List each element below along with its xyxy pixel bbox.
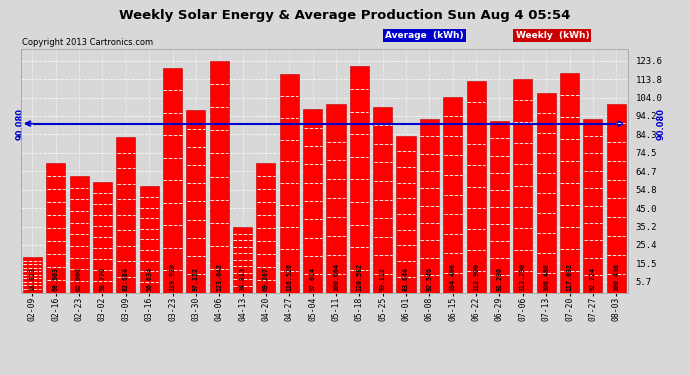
Bar bbox=[139, 186, 159, 292]
Text: 120.582: 120.582 bbox=[356, 262, 362, 291]
Text: 97.614: 97.614 bbox=[310, 267, 315, 291]
Bar bbox=[350, 66, 369, 292]
Text: 99.112: 99.112 bbox=[380, 267, 386, 291]
Text: 116.526: 116.526 bbox=[286, 262, 293, 291]
Text: 62.060: 62.060 bbox=[76, 267, 82, 291]
Text: 90.080: 90.080 bbox=[657, 108, 666, 140]
Bar bbox=[257, 163, 275, 292]
Bar bbox=[210, 61, 229, 292]
Text: 113.790: 113.790 bbox=[520, 262, 526, 291]
Text: Weekly Solar Energy & Average Production Sun Aug 4 05:54: Weekly Solar Energy & Average Production… bbox=[119, 9, 571, 22]
Text: 34.813: 34.813 bbox=[239, 267, 246, 291]
Bar bbox=[116, 138, 135, 292]
Bar bbox=[490, 122, 509, 292]
Text: 123.642: 123.642 bbox=[216, 262, 222, 291]
Text: 100.664: 100.664 bbox=[333, 262, 339, 291]
Text: 58.770: 58.770 bbox=[99, 267, 106, 291]
Text: 104.406: 104.406 bbox=[450, 262, 456, 291]
Text: 68.903: 68.903 bbox=[52, 267, 59, 291]
Bar bbox=[420, 119, 439, 292]
Bar bbox=[583, 118, 602, 292]
Text: 92.724: 92.724 bbox=[590, 267, 596, 291]
Text: 69.207: 69.207 bbox=[263, 267, 269, 291]
Bar bbox=[163, 68, 182, 292]
Text: 119.920: 119.920 bbox=[170, 262, 175, 291]
Text: 56.634: 56.634 bbox=[146, 267, 152, 291]
Text: 90.080: 90.080 bbox=[16, 108, 25, 140]
Bar bbox=[397, 136, 415, 292]
Bar bbox=[373, 106, 392, 292]
Text: 106.468: 106.468 bbox=[543, 262, 549, 291]
Bar bbox=[23, 257, 42, 292]
Bar bbox=[326, 104, 346, 292]
Bar bbox=[513, 79, 533, 292]
Bar bbox=[233, 227, 252, 292]
Bar bbox=[560, 73, 579, 292]
Text: 83.644: 83.644 bbox=[403, 267, 409, 291]
Bar bbox=[46, 163, 66, 292]
Text: 18.813: 18.813 bbox=[30, 267, 35, 291]
Text: 82.684: 82.684 bbox=[123, 267, 129, 291]
Bar bbox=[70, 176, 88, 292]
Bar bbox=[466, 81, 486, 292]
Bar bbox=[537, 93, 555, 292]
Bar bbox=[303, 110, 322, 292]
Text: 92.546: 92.546 bbox=[426, 267, 433, 291]
Bar bbox=[607, 104, 626, 292]
Text: 100.436: 100.436 bbox=[613, 262, 619, 291]
Bar bbox=[186, 110, 206, 292]
Bar bbox=[279, 74, 299, 292]
Text: 97.132: 97.132 bbox=[193, 267, 199, 291]
Text: 91.290: 91.290 bbox=[496, 267, 502, 291]
Bar bbox=[93, 182, 112, 292]
Bar bbox=[443, 97, 462, 292]
Text: Weekly  (kWh): Weekly (kWh) bbox=[515, 31, 589, 40]
Text: Average  (kWh): Average (kWh) bbox=[385, 31, 464, 40]
Text: 117.092: 117.092 bbox=[566, 262, 573, 291]
Text: Copyright 2013 Cartronics.com: Copyright 2013 Cartronics.com bbox=[22, 38, 153, 47]
Text: 112.900: 112.900 bbox=[473, 262, 479, 291]
